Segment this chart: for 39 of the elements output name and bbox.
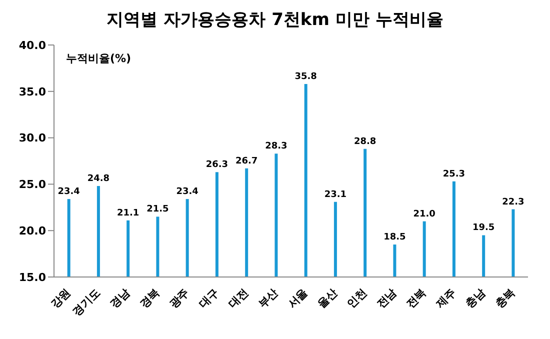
data-label: 25.3 <box>442 169 466 180</box>
data-label: 22.3 <box>502 197 524 208</box>
x-tick-label: 강원 <box>48 286 74 311</box>
data-label: 21.5 <box>146 204 169 215</box>
x-tick-label: 광주 <box>166 286 192 311</box>
x-tick-label: 충북 <box>492 286 518 311</box>
x-tick-label: 대구 <box>196 286 222 311</box>
data-label: 21.1 <box>116 208 140 218</box>
y-tick-label: 30.0 <box>18 132 46 145</box>
x-tick-label: 제주 <box>432 286 458 312</box>
y-tick-label: 25.0 <box>18 178 46 192</box>
y-axis-title: 누적비율(%) <box>66 51 132 66</box>
y-tick-label: 15.0 <box>18 270 46 284</box>
chart-title: 지역별 자가용승용차 7천km 미만 누적비율 <box>106 9 444 31</box>
data-label: 23.4 <box>176 187 198 198</box>
data-label: 23.1 <box>324 190 347 200</box>
data-label: 19.5 <box>472 223 495 234</box>
x-tick-label: 인천 <box>344 286 370 311</box>
y-tick-label: 20.0 <box>18 224 46 238</box>
x-tick-label: 전남 <box>374 286 399 311</box>
y-tick-label: 40.0 <box>18 38 46 52</box>
data-label: 35.8 <box>294 72 317 82</box>
x-tick-label: 울산 <box>314 286 340 311</box>
x-tick-label: 대전 <box>226 286 251 311</box>
x-tick-label: 전북 <box>404 286 429 311</box>
data-label: 28.3 <box>265 142 288 152</box>
x-tick-label: 경북 <box>137 286 162 311</box>
x-tick-label: 충남 <box>463 286 488 311</box>
data-label: 24.8 <box>87 174 110 184</box>
x-tick-label: 서울 <box>285 286 310 311</box>
data-label: 23.4 <box>58 187 80 198</box>
data-label: 21.0 <box>413 209 436 220</box>
data-label: 26.7 <box>235 156 258 166</box>
data-label: 26.3 <box>206 160 228 170</box>
x-tick-label: 경남 <box>108 286 132 311</box>
data-label: 18.5 <box>384 232 406 243</box>
data-label: 28.8 <box>354 136 376 147</box>
y-tick-label: 35.0 <box>18 85 46 98</box>
x-tick-label: 부산 <box>256 286 280 311</box>
